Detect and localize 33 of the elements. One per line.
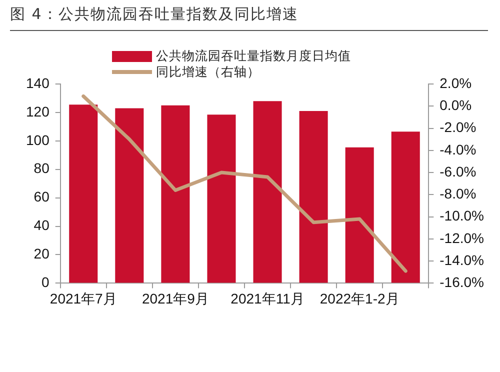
y2-tick-label: 2.0% <box>440 74 472 91</box>
y-tick-label: 60 <box>34 188 50 205</box>
legend-label: 同比增速（右轴） <box>156 64 260 80</box>
y2-tick-label: -12.0% <box>440 230 484 246</box>
chart-title: 图 4：公共物流园吞吐量指数及同比增速 <box>10 5 488 31</box>
y2-tick-label: -4.0% <box>440 141 476 158</box>
bar <box>207 114 236 283</box>
y2-tick-label: -6.0% <box>440 163 476 180</box>
y2-tick-label: -16.0% <box>440 274 484 290</box>
y-tick-label: 120 <box>26 103 50 120</box>
bar <box>161 105 190 283</box>
y2-tick-label: -8.0% <box>440 186 476 202</box>
legend-label: 公共物流园吞吐量指数月度日均值 <box>156 48 351 64</box>
y-tick-label: 0 <box>42 274 50 290</box>
y-tick-label: 140 <box>26 74 50 91</box>
y-tick-label: 40 <box>34 217 50 234</box>
y2-tick-label: -2.0% <box>440 119 476 136</box>
bar <box>253 101 282 283</box>
x-tick-label: 2021年9月 <box>142 290 209 306</box>
x-tick-label: 2022年1-2月 <box>320 290 400 306</box>
y-tick-label: 20 <box>34 246 50 262</box>
y2-tick-label: 0.0% <box>440 96 472 113</box>
x-tick-label: 2021年7月 <box>50 290 117 306</box>
bar <box>345 147 374 283</box>
bar <box>115 108 144 283</box>
bar <box>299 111 328 283</box>
y2-tick-label: -10.0% <box>440 208 484 224</box>
x-tick-label: 2021年11月 <box>230 290 304 306</box>
y2-tick-label: -14.0% <box>440 252 484 268</box>
bar <box>69 104 98 283</box>
y-tick-label: 80 <box>34 160 50 176</box>
y-tick-label: 100 <box>26 132 50 148</box>
bar <box>391 132 420 283</box>
